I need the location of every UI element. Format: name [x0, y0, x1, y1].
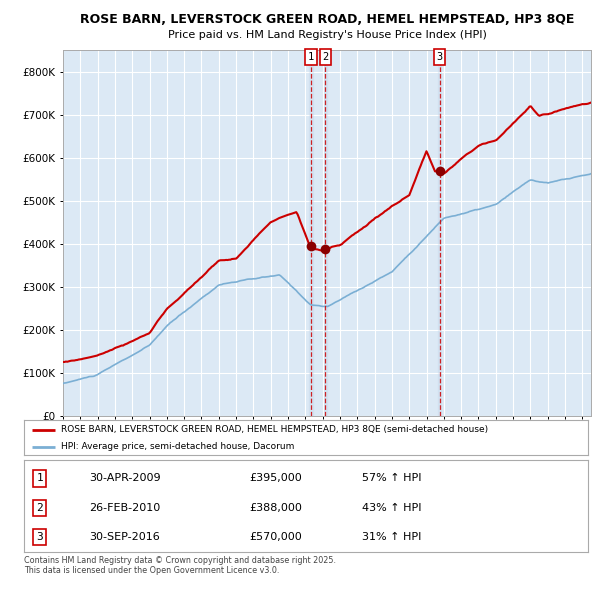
Text: ROSE BARN, LEVERSTOCK GREEN ROAD, HEMEL HEMPSTEAD, HP3 8QE: ROSE BARN, LEVERSTOCK GREEN ROAD, HEMEL …: [80, 13, 574, 26]
Text: Price paid vs. HM Land Registry's House Price Index (HPI): Price paid vs. HM Land Registry's House …: [167, 30, 487, 40]
Text: 30-APR-2009: 30-APR-2009: [89, 474, 160, 483]
Text: 26-FEB-2010: 26-FEB-2010: [89, 503, 160, 513]
Text: 1: 1: [37, 474, 43, 483]
Text: 2: 2: [322, 52, 328, 62]
Bar: [310, 50, 313, 416]
Bar: [438, 50, 441, 416]
Text: This data is licensed under the Open Government Licence v3.0.: This data is licensed under the Open Gov…: [24, 566, 280, 575]
Text: 57% ↑ HPI: 57% ↑ HPI: [362, 474, 422, 483]
Text: 31% ↑ HPI: 31% ↑ HPI: [362, 532, 422, 542]
Text: Contains HM Land Registry data © Crown copyright and database right 2025.: Contains HM Land Registry data © Crown c…: [24, 556, 336, 565]
Text: 2: 2: [37, 503, 43, 513]
Text: HPI: Average price, semi-detached house, Dacorum: HPI: Average price, semi-detached house,…: [61, 442, 294, 451]
Text: £395,000: £395,000: [250, 474, 302, 483]
Text: 1: 1: [308, 52, 314, 62]
Text: £388,000: £388,000: [250, 503, 302, 513]
Text: 30-SEP-2016: 30-SEP-2016: [89, 532, 160, 542]
Text: 43% ↑ HPI: 43% ↑ HPI: [362, 503, 422, 513]
Text: 3: 3: [37, 532, 43, 542]
Text: £570,000: £570,000: [250, 532, 302, 542]
Text: ROSE BARN, LEVERSTOCK GREEN ROAD, HEMEL HEMPSTEAD, HP3 8QE (semi-detached house): ROSE BARN, LEVERSTOCK GREEN ROAD, HEMEL …: [61, 425, 488, 434]
Bar: [323, 50, 327, 416]
Text: 3: 3: [436, 52, 443, 62]
